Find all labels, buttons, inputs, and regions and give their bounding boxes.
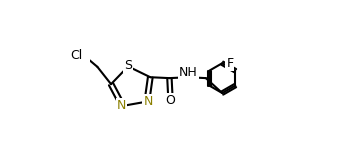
- Text: S: S: [124, 59, 132, 72]
- Text: O: O: [165, 94, 175, 107]
- Text: NH: NH: [179, 66, 198, 79]
- Text: Cl: Cl: [70, 49, 82, 62]
- Text: F: F: [226, 57, 233, 70]
- Text: N: N: [143, 95, 153, 108]
- Text: N: N: [117, 99, 126, 112]
